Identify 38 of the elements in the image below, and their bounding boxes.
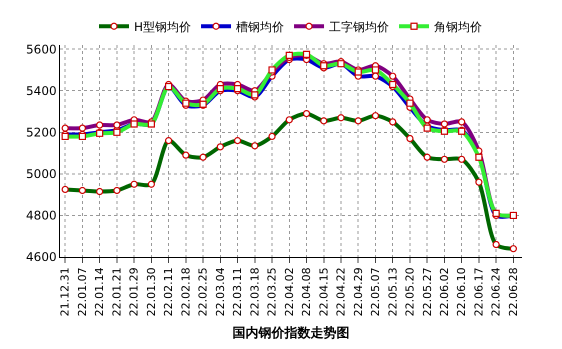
x-tick-label: 22.06.28 [506,267,520,316]
x-tick-label: 22.01.30 [144,267,158,316]
x-axis-title: 国内钢价指数走势图 [232,324,350,341]
x-tick-label: 22.05.20 [404,267,417,316]
y-tick-label: 4600 [26,250,57,264]
x-tick-label: 22.02.18 [179,267,192,316]
x-tick-label: 22.01.07 [76,267,89,316]
legend-label: 工字钢均价 [329,20,390,34]
x-tick-label: 22.06.24 [490,267,503,316]
x-tick-label: 22.01.21 [110,267,124,316]
legend-label: 槽钢均价 [236,20,284,34]
x-tick-label: 22.02.11 [162,267,176,316]
x-tick-label: 22.04.02 [282,267,296,316]
y-tick-label: 5000 [26,167,57,182]
x-tick-label: 22.05.13 [386,267,400,316]
x-tick-label: 21.12.31 [58,267,72,316]
x-tick-label: 22.04.08 [300,267,314,316]
legend-label: 角钢均价 [434,20,482,34]
x-tick-label: 22.05.07 [369,267,382,316]
x-tick-label: 22.03.11 [231,267,244,316]
y-tick-label: 4800 [26,208,57,223]
x-tick-label: 22.01.29 [128,267,141,316]
y-tick-label: 5400 [26,84,57,98]
x-tick-label: 22.04.22 [334,267,348,316]
y-tick-label: 5600 [26,42,57,56]
x-tick-label: 22.03.04 [214,267,227,316]
x-tick-label: 22.01.14 [93,267,106,316]
x-tick-label: 22.06.10 [455,267,468,316]
x-tick-label: 22.02.25 [196,267,210,316]
x-tick-label: 22.03.25 [266,267,279,316]
legend-label: H型钢均价 [134,20,192,34]
x-tick-label: 22.05.27 [420,267,434,316]
x-tick-label: 22.06.17 [472,267,486,316]
x-tick-label: 22.04.29 [352,267,365,316]
x-tick-label: 22.03.18 [248,267,262,316]
y-tick-label: 5200 [26,125,57,140]
x-tick-label: 22.04.15 [317,267,330,316]
x-tick-label: 22.06.02 [438,267,452,316]
